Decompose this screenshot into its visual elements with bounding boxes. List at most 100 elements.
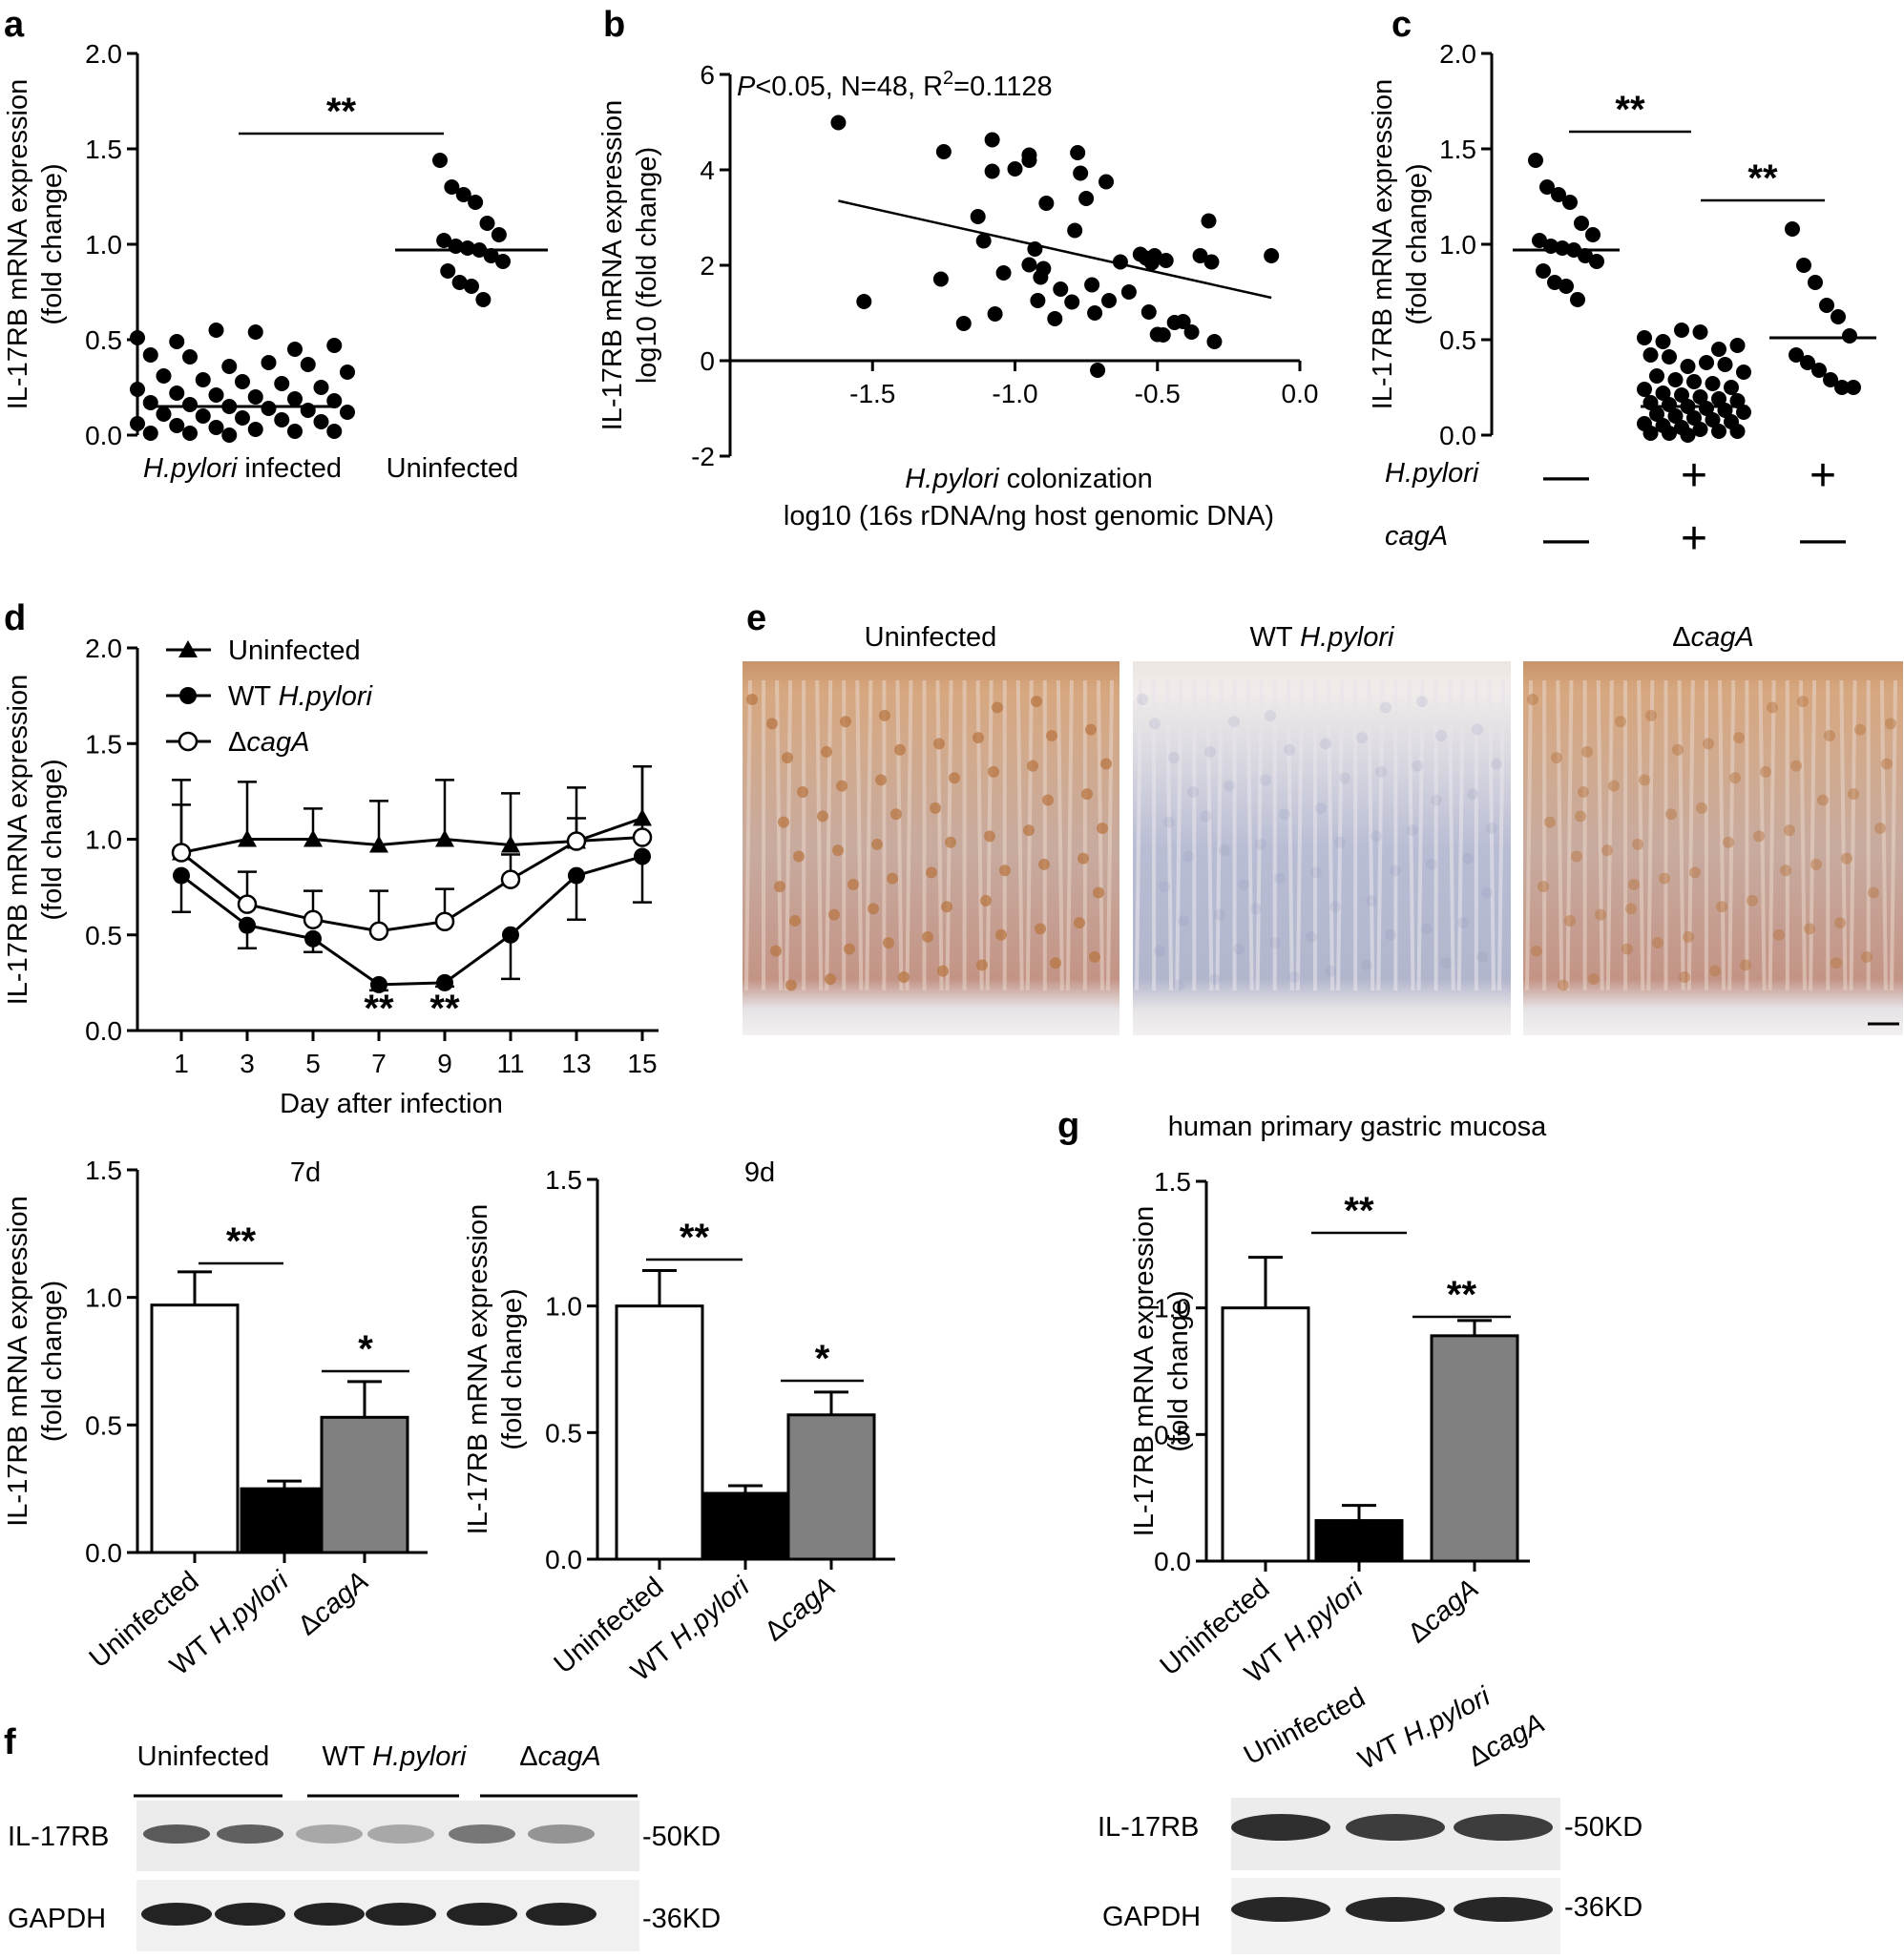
histology-stain bbox=[1733, 732, 1745, 744]
a-y-tick-label: 1.5 bbox=[85, 135, 122, 164]
a-y-axis-label: IL-17RB mRNA expression (fold change) bbox=[3, 79, 68, 410]
histology-stain bbox=[1538, 881, 1549, 893]
histology-stain bbox=[1595, 908, 1606, 921]
f-band-il17rb bbox=[143, 1824, 210, 1844]
e-image-label: Uninfected bbox=[865, 622, 997, 653]
d7-significance-label: * bbox=[358, 1328, 373, 1370]
histology-stain bbox=[1527, 694, 1538, 705]
histology-stain bbox=[1672, 743, 1684, 756]
histology-stain bbox=[1575, 810, 1586, 823]
f-band-il17rb bbox=[528, 1824, 595, 1844]
a-data-point bbox=[235, 410, 250, 426]
a-data-point bbox=[491, 227, 507, 242]
histology-stain bbox=[828, 908, 840, 921]
b-data-point bbox=[1140, 304, 1157, 320]
a-data-point bbox=[287, 342, 303, 357]
d-series-line bbox=[180, 835, 643, 933]
c-sign-hpylori: + bbox=[1681, 450, 1707, 501]
histology-stain bbox=[1696, 802, 1707, 814]
g-y-tick-label: 1.0 bbox=[1154, 1294, 1191, 1323]
b-y-tick-label: -2 bbox=[691, 442, 715, 471]
d7-y-tick-label: 0.0 bbox=[85, 1538, 122, 1568]
c-data-point bbox=[1562, 195, 1578, 210]
a-data-point bbox=[326, 338, 343, 353]
c-data-point bbox=[1536, 263, 1551, 279]
c-data-point bbox=[1724, 380, 1739, 395]
c-data-point bbox=[1649, 406, 1664, 422]
b-data-point bbox=[1047, 311, 1063, 326]
histology-stain bbox=[1380, 701, 1391, 714]
histology-stain bbox=[1472, 723, 1483, 736]
d-marker-wt bbox=[568, 866, 585, 885]
histology-stain bbox=[1100, 758, 1112, 770]
a-data-point bbox=[340, 405, 355, 420]
histology-stain bbox=[1740, 959, 1751, 971]
b-data-point bbox=[1038, 196, 1055, 211]
histology-stain bbox=[821, 745, 832, 758]
b-data-point bbox=[1098, 174, 1115, 190]
histology-texture bbox=[1106, 679, 1114, 990]
a-data-point bbox=[169, 334, 185, 349]
histology-stain bbox=[1659, 872, 1670, 885]
panel-letter-c: c bbox=[1391, 5, 1412, 45]
c-data-point bbox=[1729, 338, 1746, 353]
f-group-label: WT H.pylori bbox=[323, 1741, 468, 1772]
d-series-line bbox=[180, 817, 643, 855]
histology-stain bbox=[1269, 937, 1281, 949]
histology-stain bbox=[1760, 765, 1771, 778]
c-data-point bbox=[1532, 233, 1547, 248]
histology-stain bbox=[1250, 903, 1262, 915]
c-sign-hpylori: — bbox=[1543, 450, 1589, 501]
histology-texture bbox=[815, 679, 824, 990]
histology-stain bbox=[1173, 979, 1184, 991]
c-data-point bbox=[1551, 187, 1566, 202]
histology-stain bbox=[1709, 965, 1721, 977]
histology-stain bbox=[1390, 865, 1401, 877]
histology-texture bbox=[1245, 679, 1254, 990]
histology-stain bbox=[1334, 836, 1346, 848]
a-data-point bbox=[340, 365, 355, 380]
a-data-point bbox=[300, 403, 316, 418]
b-data-point bbox=[1183, 324, 1200, 340]
b-data-point bbox=[1090, 363, 1106, 378]
d7-y-tick-label: 0.5 bbox=[85, 1410, 122, 1440]
c-data-point bbox=[1667, 372, 1684, 387]
c-data-point bbox=[1574, 216, 1589, 231]
histology-stain bbox=[1385, 928, 1396, 941]
histology-stain bbox=[1081, 788, 1093, 801]
d-marker-caga bbox=[632, 827, 653, 847]
histology-texture bbox=[905, 679, 913, 990]
histology-texture bbox=[1596, 679, 1604, 990]
d-marker-wt bbox=[370, 975, 387, 993]
histology-stain bbox=[1564, 914, 1576, 927]
a-data-point bbox=[208, 323, 224, 338]
b-data-point bbox=[1021, 153, 1037, 168]
histology-stain bbox=[1797, 696, 1809, 708]
c-data-point bbox=[1649, 368, 1664, 384]
g-title: human primary gastric mucosa bbox=[1168, 1112, 1547, 1142]
c-data-point bbox=[1655, 386, 1671, 401]
g-band-il17rb bbox=[1346, 1814, 1445, 1841]
histology-stain bbox=[793, 850, 805, 863]
b-data-point bbox=[1084, 277, 1100, 293]
b-y-tick-label: 4 bbox=[700, 156, 715, 185]
d7-title: 7d bbox=[290, 1157, 321, 1188]
c-data-point bbox=[1711, 391, 1726, 406]
histology-texture bbox=[1839, 679, 1848, 990]
d9-x-tick-label: ΔcagA bbox=[759, 1572, 841, 1647]
a-data-point bbox=[475, 292, 492, 307]
histology-stain bbox=[785, 979, 797, 991]
histology-stain bbox=[1163, 816, 1175, 828]
a-y-tick-label: 0.0 bbox=[85, 421, 122, 450]
b-data-point bbox=[1206, 334, 1223, 349]
g-size-label: -50KD bbox=[1564, 1812, 1642, 1843]
d-y-tick-label: 0.5 bbox=[85, 921, 122, 950]
f-group-label: Uninfected bbox=[137, 1741, 270, 1772]
histology-stain bbox=[883, 937, 894, 949]
histology-stain bbox=[1689, 866, 1701, 879]
histology-stain bbox=[1457, 917, 1469, 929]
d9-bar bbox=[615, 1304, 704, 1561]
histology-stain bbox=[1027, 760, 1038, 772]
c-data-point bbox=[1842, 328, 1857, 344]
c-y-tick-label: 1.0 bbox=[1439, 230, 1476, 260]
